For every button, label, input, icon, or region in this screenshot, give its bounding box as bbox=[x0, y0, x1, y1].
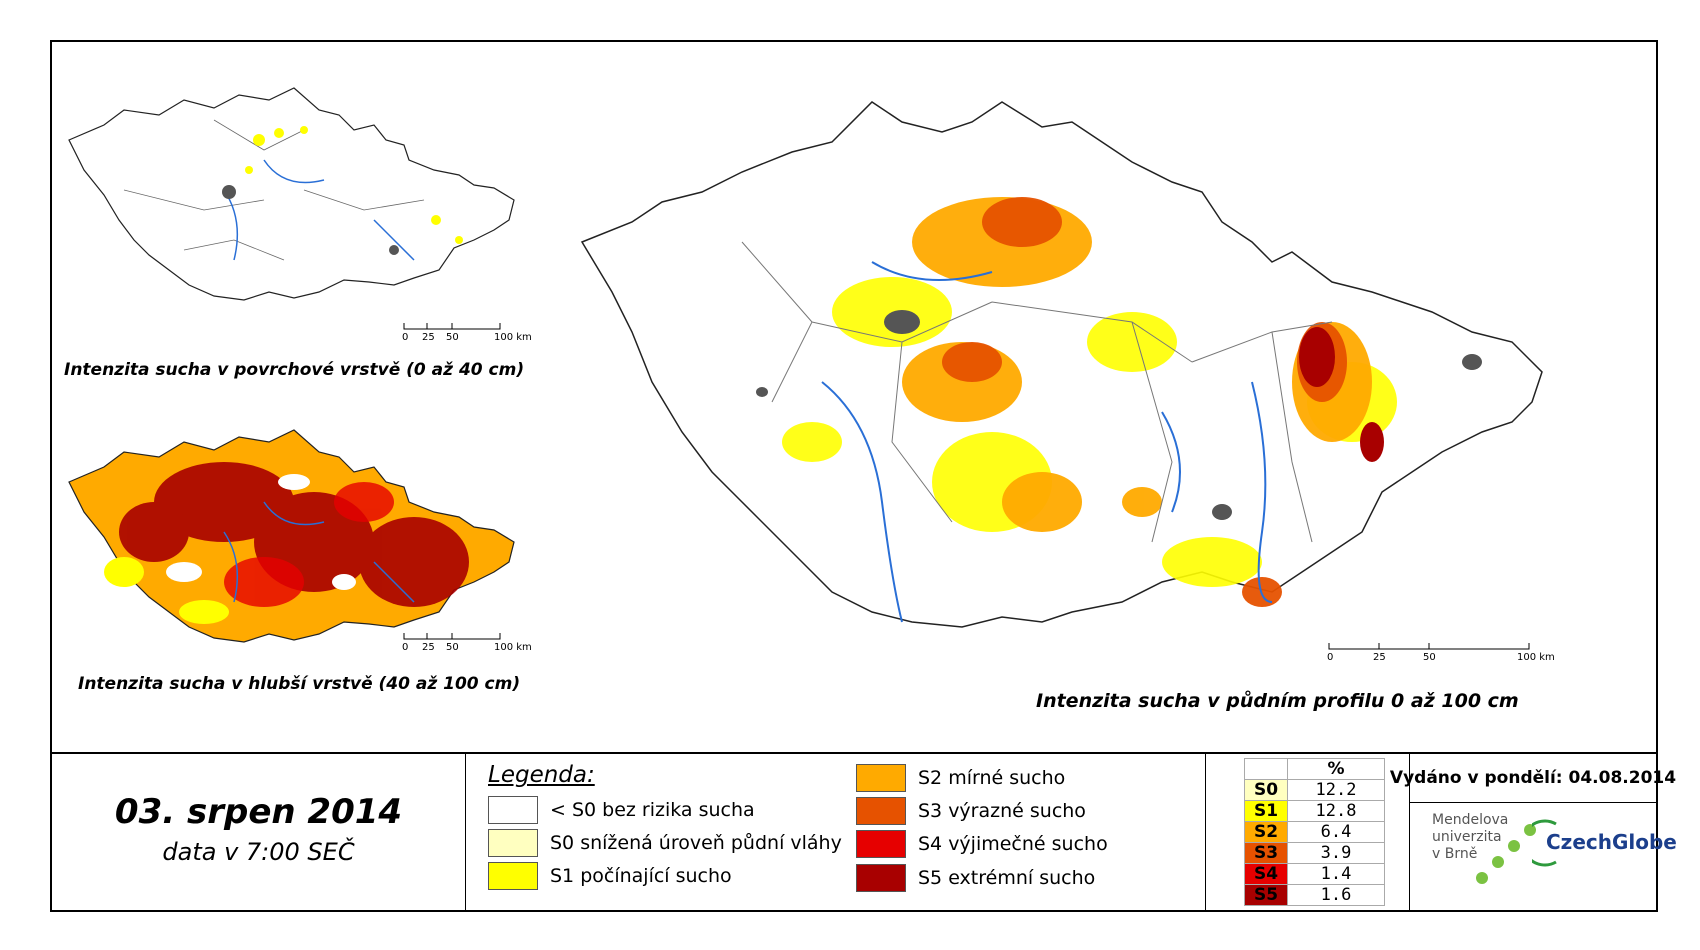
czechglobe-text: CzechGlobe bbox=[1546, 830, 1677, 854]
drought-class-percent: 1.4 bbox=[1287, 863, 1385, 885]
legend-label: S1 počínající sucho bbox=[550, 865, 732, 887]
mendel-university-logo: Mendelova univerzita v Brně bbox=[1432, 812, 1536, 884]
scale-label: 25 bbox=[422, 642, 435, 653]
logo-text: v Brně bbox=[1432, 846, 1478, 862]
legend-item: S3 výrazné sucho bbox=[856, 797, 1086, 825]
table-row: S4 1.4 bbox=[1244, 863, 1385, 885]
legend-item: < S0 bez rizika sucha bbox=[488, 796, 755, 824]
date-panel: 03. srpen 2014 data v 7:00 SEČ bbox=[52, 754, 466, 912]
drought-class-percent: 12.8 bbox=[1287, 800, 1385, 822]
profile-map: 0 25 50 100 km Intenzita sucha v půdním … bbox=[572, 62, 1652, 712]
drought-class-percent: 6.4 bbox=[1287, 821, 1385, 843]
legend-label: S2 mírné sucho bbox=[918, 767, 1066, 789]
logo-text: univerzita bbox=[1432, 829, 1502, 845]
legend-label: S0 snížená úroveň půdní vláhy bbox=[550, 832, 842, 854]
drought-class-percent: 1.6 bbox=[1287, 884, 1385, 906]
drought-class-code: S4 bbox=[1244, 863, 1288, 885]
legend-swatch bbox=[856, 764, 906, 792]
map-frame: 0 25 50 100 km Intenzita sucha v povrcho… bbox=[50, 40, 1677, 912]
table-row: S2 6.4 bbox=[1244, 821, 1385, 843]
scale-label: 0 bbox=[402, 332, 409, 343]
info-panel: 03. srpen 2014 data v 7:00 SEČ Legenda: … bbox=[52, 752, 1677, 912]
issue-date: Vydáno v pondělí: 04.08.2014 bbox=[1390, 754, 1676, 803]
legend-swatch bbox=[856, 797, 906, 825]
legend-label: < S0 bez rizika sucha bbox=[550, 799, 755, 821]
legend-item: S4 výjimečné sucho bbox=[856, 830, 1108, 858]
scale-label: 100 km bbox=[494, 332, 532, 343]
scale-label: 0 bbox=[1327, 652, 1334, 663]
logo-text: Mendelova bbox=[1432, 812, 1509, 828]
drought-class-code: S5 bbox=[1244, 884, 1288, 906]
deep-map-caption: Intenzita sucha v hlubší vrstvě (40 až 1… bbox=[78, 674, 521, 694]
profile-map-caption: Intenzita sucha v půdním profilu 0 až 10… bbox=[1036, 690, 1519, 712]
scale-label: 50 bbox=[446, 332, 459, 343]
date-title: 03. srpen 2014 bbox=[114, 792, 403, 832]
scale-label: 0 bbox=[402, 642, 409, 653]
surface-layer-map: 0 25 50 100 km Intenzita sucha v povrcho… bbox=[64, 70, 532, 380]
table-row: S1 12.8 bbox=[1244, 800, 1385, 822]
scale-label: 50 bbox=[1423, 652, 1436, 663]
scale-label: 50 bbox=[446, 642, 459, 653]
drought-class-percent: 3.9 bbox=[1287, 842, 1385, 864]
legend-swatch bbox=[856, 864, 906, 892]
czechglobe-logo: CzechGlobe bbox=[1521, 818, 1677, 872]
date-subtitle: data v 7:00 SEČ bbox=[162, 838, 355, 866]
legend-swatch bbox=[488, 829, 538, 857]
legend-item: S5 extrémní sucho bbox=[856, 864, 1095, 892]
legend-item: S1 počínající sucho bbox=[488, 862, 732, 890]
legend-swatch bbox=[856, 830, 906, 858]
percentage-table: % S0 12.2 S1 12.8 S2 6.4 S3 3.9 bbox=[1244, 758, 1385, 906]
legend-label: S4 výjimečné sucho bbox=[918, 833, 1108, 855]
percent-header: % bbox=[1287, 758, 1385, 780]
issue-panel: Vydáno v pondělí: 04.08.2014 Mendelova u… bbox=[1390, 754, 1677, 912]
legend-title: Legenda: bbox=[488, 762, 595, 788]
legend-label: S5 extrémní sucho bbox=[918, 867, 1096, 889]
dots-icon bbox=[1476, 824, 1536, 884]
scale-label: 25 bbox=[422, 332, 435, 343]
surface-scale-bar: 0 25 50 100 km bbox=[402, 320, 532, 343]
scale-label: 100 km bbox=[494, 642, 532, 653]
legend-swatch bbox=[488, 862, 538, 890]
maps-area: 0 25 50 100 km Intenzita sucha v povrcho… bbox=[52, 42, 1656, 752]
table-row: S3 3.9 bbox=[1244, 842, 1385, 864]
table-row: S5 1.6 bbox=[1244, 884, 1385, 906]
drought-class-code: S0 bbox=[1244, 779, 1288, 801]
legend-panel: Legenda: < S0 bez rizika sucha S0 snížen… bbox=[466, 754, 1206, 912]
drought-class-code: S1 bbox=[1244, 800, 1288, 822]
surface-map-caption: Intenzita sucha v povrchové vrstvě (0 až… bbox=[64, 360, 525, 380]
deep-layer-map: 0 25 50 100 km Intenzita sucha v hlubší … bbox=[64, 412, 532, 694]
drought-class-percent: 12.2 bbox=[1287, 779, 1385, 801]
scale-label: 25 bbox=[1373, 652, 1386, 663]
drought-class-code: S3 bbox=[1244, 842, 1288, 864]
legend-item: S2 mírné sucho bbox=[856, 764, 1065, 792]
percentage-panel: % S0 12.2 S1 12.8 S2 6.4 S3 3.9 bbox=[1206, 754, 1410, 912]
scale-label: 100 km bbox=[1517, 652, 1555, 663]
deep-scale-bar: 0 25 50 100 km bbox=[402, 630, 532, 653]
drought-class-code: S2 bbox=[1244, 821, 1288, 843]
legend-item: S0 snížená úroveň půdní vláhy bbox=[488, 829, 842, 857]
profile-scale-bar: 0 25 50 100 km bbox=[1327, 640, 1555, 663]
legend-swatch bbox=[488, 796, 538, 824]
legend-label: S3 výrazné sucho bbox=[918, 800, 1086, 822]
table-row: S0 12.2 bbox=[1244, 779, 1385, 801]
